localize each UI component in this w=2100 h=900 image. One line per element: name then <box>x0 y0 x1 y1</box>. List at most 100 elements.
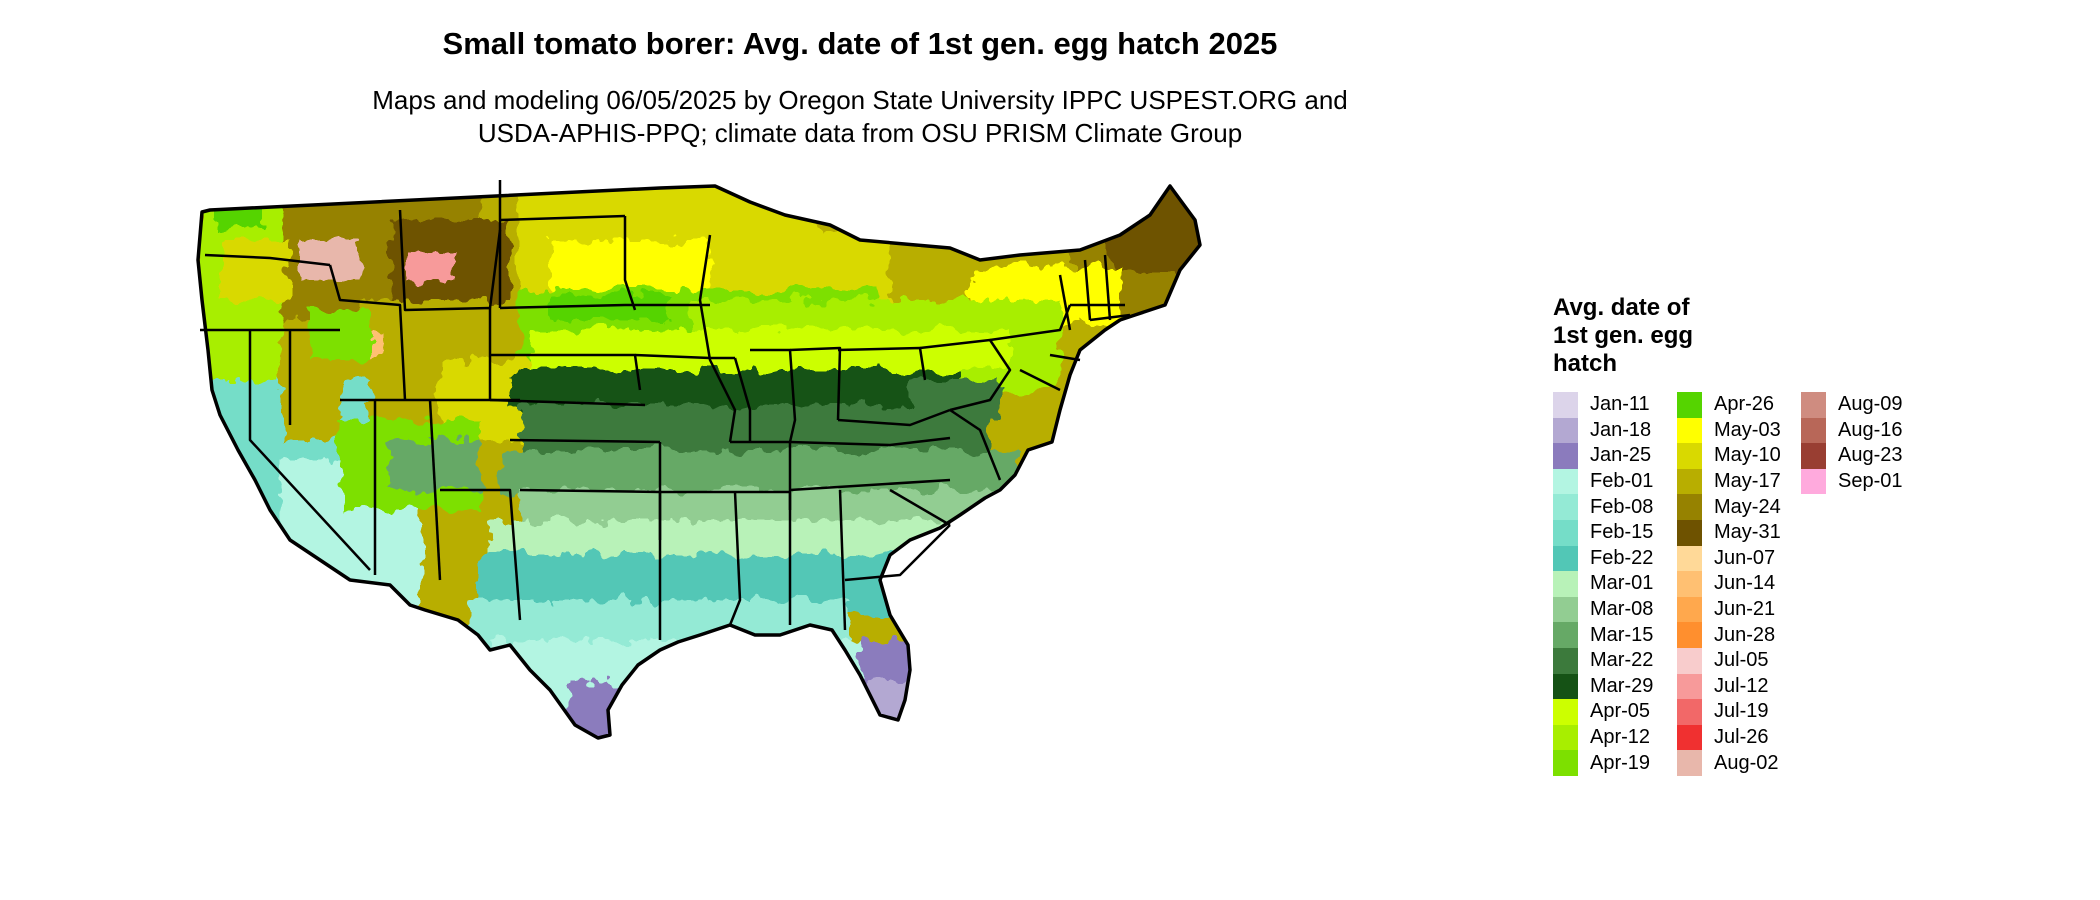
legend-label: May-31 <box>1714 521 1781 544</box>
subtitle-line-1: Maps and modeling 06/05/2025 by Oregon S… <box>372 85 1348 115</box>
legend-swatch <box>1553 750 1578 776</box>
legend-title-line-2: 1st gen. egg <box>1553 322 1694 349</box>
legend-swatch <box>1677 647 1702 674</box>
legend-column: Jan-11 Jan-18 Jan-25 Feb-01 Feb-08 Feb-15 Feb-… <box>1553 392 1669 776</box>
legend-swatch <box>1553 443 1578 469</box>
legend-title-line-3: hatch <box>1553 350 1618 377</box>
legend-swatch <box>1553 519 1578 546</box>
legend-label: Aug-16 <box>1838 418 1903 441</box>
legend-item: Mar-01 <box>1553 571 1669 597</box>
legend-label: Jul-19 <box>1714 700 1769 723</box>
legend-label: Apr-26 <box>1714 393 1775 416</box>
legend-label: Mar-01 <box>1590 572 1654 595</box>
legend-label: Apr-19 <box>1590 751 1651 774</box>
legend-label: Jun-07 <box>1714 546 1776 569</box>
legend-item: Jan-18 <box>1553 417 1669 444</box>
legend-item: Feb-08 <box>1553 494 1669 520</box>
legend-item: Apr-05 <box>1553 699 1669 725</box>
legend-swatch <box>1553 494 1578 520</box>
legend-swatch <box>1677 545 1702 572</box>
legend-swatch <box>1677 494 1702 520</box>
legend-label: Jun-28 <box>1714 623 1776 646</box>
legend-label: May-03 <box>1714 418 1781 441</box>
legend-swatch <box>1553 545 1578 572</box>
legend-item: Jul-05 <box>1677 647 1793 674</box>
legend-item: May-17 <box>1677 468 1793 495</box>
us-map <box>196 180 1202 740</box>
legend-item: Aug-09 <box>1801 392 1917 418</box>
legend-label: Jun-14 <box>1714 572 1776 595</box>
legend-swatch <box>1677 468 1702 495</box>
legend: Avg. date of 1st gen. egg hatch Jan-11 Ja… <box>1553 294 1917 776</box>
legend-swatch <box>1801 443 1826 469</box>
legend-label: Aug-23 <box>1838 444 1903 467</box>
legend-swatch <box>1677 417 1702 444</box>
legend-label: Mar-22 <box>1590 649 1654 672</box>
legend-swatch <box>1801 392 1826 418</box>
legend-label: Feb-01 <box>1590 470 1654 493</box>
legend-swatch <box>1553 392 1578 418</box>
legend-columns: Jan-11 Jan-18 Jan-25 Feb-01 Feb-08 Feb-15 Feb-… <box>1553 392 1917 776</box>
legend-item: Jan-11 <box>1553 392 1669 418</box>
legend-item: May-03 <box>1677 417 1793 444</box>
state-borders <box>200 180 1131 640</box>
legend-label: Sep-01 <box>1838 470 1903 493</box>
legend-label: Mar-15 <box>1590 623 1654 646</box>
legend-label: May-10 <box>1714 444 1781 467</box>
legend-column: Apr-26 May-03 May-10 May-17 May-24 May-31 Jun-… <box>1677 392 1793 776</box>
legend-swatch <box>1553 417 1578 444</box>
legend-label: Jan-18 <box>1590 418 1652 441</box>
legend-swatch <box>1677 724 1702 751</box>
legend-item: Jul-26 <box>1677 724 1793 751</box>
legend-swatch <box>1677 596 1702 623</box>
country-outline <box>196 184 1202 740</box>
legend-swatch <box>1677 392 1702 418</box>
legend-swatch <box>1553 673 1578 700</box>
legend-item: May-10 <box>1677 443 1793 469</box>
legend-label: Jan-25 <box>1590 444 1652 467</box>
legend-swatch <box>1553 699 1578 725</box>
legend-label: Feb-15 <box>1590 521 1654 544</box>
legend-label: Mar-08 <box>1590 598 1654 621</box>
legend-swatch <box>1553 647 1578 674</box>
legend-swatch <box>1553 596 1578 623</box>
legend-swatch <box>1553 571 1578 597</box>
legend-label: Mar-29 <box>1590 674 1654 697</box>
legend-title-line-1: Avg. date of <box>1553 294 1690 321</box>
legend-label: Apr-12 <box>1590 726 1651 749</box>
legend-swatch <box>1677 519 1702 546</box>
legend-item: Mar-15 <box>1553 622 1669 648</box>
legend-item: Jul-12 <box>1677 673 1793 700</box>
legend-label: Jul-05 <box>1714 649 1769 672</box>
legend-label: Jun-21 <box>1714 598 1776 621</box>
legend-swatch <box>1677 699 1702 725</box>
legend-label: Feb-22 <box>1590 546 1654 569</box>
legend-swatch <box>1553 622 1578 648</box>
legend-item: Jun-07 <box>1677 545 1793 572</box>
legend-item: Mar-08 <box>1553 596 1669 623</box>
legend-item: Feb-15 <box>1553 519 1669 546</box>
legend-item: Apr-19 <box>1553 750 1669 776</box>
legend-swatch <box>1553 724 1578 751</box>
legend-swatch <box>1677 673 1702 700</box>
hatch-date-zones <box>198 186 1200 738</box>
legend-label: Apr-05 <box>1590 700 1651 723</box>
subtitle-line-2: USDA-APHIS-PPQ; climate data from OSU PR… <box>477 118 1243 148</box>
map-title: Small tomato borer: Avg. date of 1st gen… <box>442 26 1278 61</box>
legend-item: Jun-14 <box>1677 571 1793 597</box>
legend-item: Aug-02 <box>1677 750 1793 776</box>
legend-item: Mar-29 <box>1553 673 1669 700</box>
map-subtitle: Maps and modeling 06/05/2025 by Oregon S… <box>0 84 1720 150</box>
legend-swatch <box>1801 468 1826 495</box>
legend-item: Apr-12 <box>1553 724 1669 751</box>
legend-swatch <box>1553 468 1578 495</box>
legend-swatch <box>1677 622 1702 648</box>
legend-label: Jul-12 <box>1714 674 1769 697</box>
legend-label: Aug-09 <box>1838 393 1903 416</box>
legend-column: Aug-09 Aug-16 Aug-23 Sep-01 <box>1801 392 1917 776</box>
legend-item: May-31 <box>1677 519 1793 546</box>
legend-item: Apr-26 <box>1677 392 1793 418</box>
legend-swatch <box>1677 571 1702 597</box>
legend-item: Jul-19 <box>1677 699 1793 725</box>
legend-item: Mar-22 <box>1553 647 1669 674</box>
